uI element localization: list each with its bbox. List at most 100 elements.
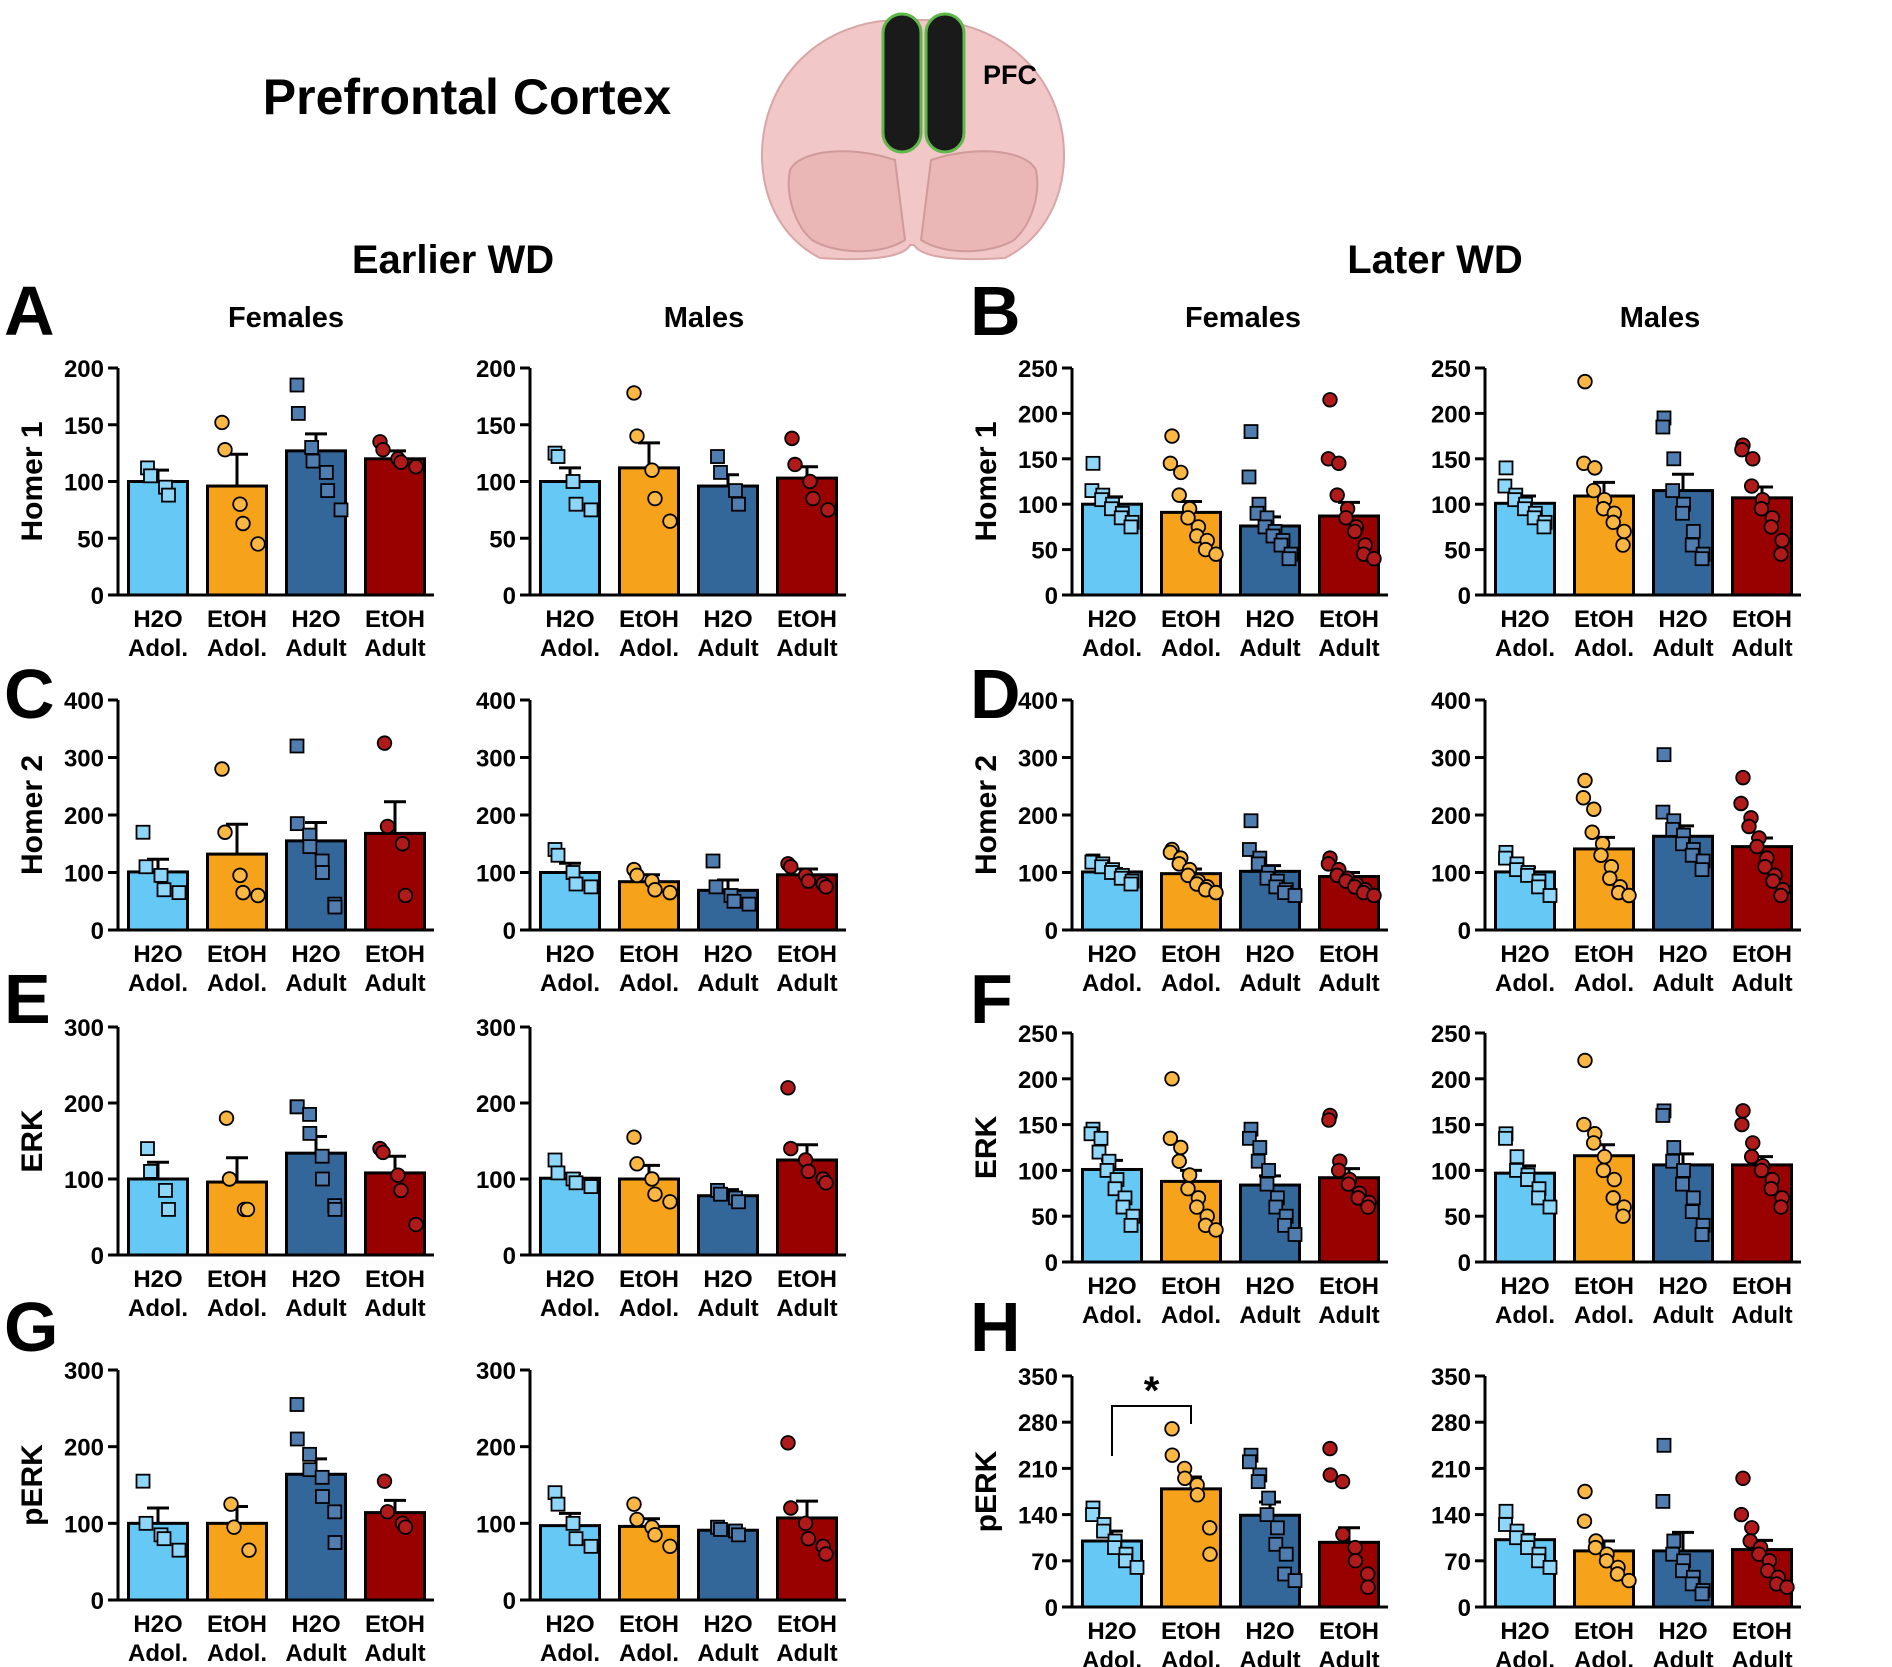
data-point-c-m-2-1: [708, 879, 724, 895]
data-point-d-f-3-10: [1366, 887, 1382, 904]
panel-letter-g: G: [4, 1288, 58, 1366]
data-point-g-f-3-3: [397, 1519, 414, 1535]
data-point-h-f-2-4: [1261, 1490, 1276, 1506]
x-tick-label-b-f-2: H2O: [1245, 606, 1294, 633]
x-tick-label-c-f-1: EtOH: [207, 941, 267, 968]
y-tick-label-h-m: 140: [1431, 1503, 1471, 1530]
x-tick-label-e-m-2: H2O: [703, 1266, 752, 1293]
data-point-a-m-0-2: [565, 474, 581, 489]
x-tick-label-f-f-2: H2O: [1245, 1273, 1294, 1300]
data-point-a-m-1-1: [629, 428, 645, 444]
data-point-c-f-1-4: [250, 887, 266, 904]
x-tick-label-b-m-2-line2: Adult: [1652, 635, 1713, 662]
x-tick-label-c-m-2-line2: Adult: [697, 970, 758, 997]
y-tick-label-d-f: 200: [1018, 803, 1058, 830]
x-tick-label-a-f-1-line2: Adol.: [207, 635, 267, 662]
data-point-f-m-1-7: [1605, 1190, 1621, 1206]
data-point-c-f-3-1: [379, 818, 396, 835]
data-point-g-f-2-5: [315, 1489, 330, 1504]
y-tick-label-b-f: 150: [1018, 447, 1058, 474]
x-tick-label-g-f-0: H2O: [133, 1611, 182, 1638]
x-tick-label-b-m-2: H2O: [1658, 606, 1707, 633]
data-point-e-m-1-3: [647, 1186, 663, 1202]
x-tick-label-h-m-1-line2: Adol.: [1574, 1647, 1634, 1667]
y-tick-label-f-f: 250: [1018, 1021, 1058, 1048]
x-tick-label-c-m-1: EtOH: [619, 941, 679, 968]
y-tick-label-c-m: 100: [476, 861, 516, 888]
y-tick-label-a-f: 50: [77, 526, 104, 553]
y-tick-label-d-m: 300: [1431, 746, 1471, 773]
data-point-d-m-3-1: [1733, 795, 1749, 812]
x-tick-label-a-m-2: H2O: [703, 606, 752, 633]
x-tick-label-b-m-3: EtOH: [1732, 606, 1792, 633]
data-point-h-m-2-9: [1694, 1586, 1710, 1602]
data-point-d-m-2-0: [1656, 747, 1672, 763]
data-point-h-f-3-3: [1335, 1526, 1351, 1543]
data-point-c-f-3-0: [376, 735, 393, 751]
y-tick-label-b-f: 200: [1018, 401, 1058, 428]
y-tick-label-b-f: 50: [1031, 538, 1058, 565]
x-tick-label-d-f-2: H2O: [1245, 941, 1294, 968]
bar-g-f-3: [364, 1511, 426, 1602]
x-tick-label-d-m-3: EtOH: [1732, 941, 1792, 968]
data-point-d-m-0-7: [1531, 879, 1546, 895]
data-point-f-f-1-1: [1162, 1130, 1179, 1147]
data-point-b-m-3-3: [1743, 478, 1760, 494]
x-tick-label-a-m-0: H2O: [545, 606, 594, 633]
data-point-h-m-3-2: [1744, 1520, 1760, 1536]
y-tick-label-g-f: 200: [64, 1435, 104, 1462]
data-point-d-m-3-5: [1749, 838, 1765, 855]
y-tick-label-d-f: 0: [1045, 918, 1058, 945]
data-point-d-m-1-3: [1584, 824, 1600, 840]
data-point-b-m-0-0: [1498, 460, 1514, 476]
x-tick-label-g-f-1: EtOH: [207, 1611, 267, 1638]
chart-g-f: 0100200300pERKH2OAdol.EtOHAdol.H2OAdultE…: [16, 1358, 434, 1667]
sex-header-females-earlier: Females: [228, 302, 344, 334]
y-tick-label-d-m: 0: [1458, 918, 1471, 945]
x-tick-label-g-m-2-line2: Adult: [697, 1640, 758, 1667]
data-point-h-f-1-5: [1189, 1487, 1206, 1503]
data-point-f-m-2-3: [1665, 1153, 1681, 1169]
chart-f-m: 050100150200250H2OAdol.EtOHAdol.H2OAdult…: [1431, 1021, 1801, 1329]
data-point-a-f-3-3: [393, 454, 409, 470]
bar-g-m-0: [539, 1524, 601, 1602]
x-tick-label-c-m-3: EtOH: [777, 941, 837, 968]
data-point-f-f-3-3: [1330, 1162, 1347, 1179]
data-point-f-f-3-1: [1321, 1112, 1337, 1128]
data-point-h-f-0-3: [1096, 1523, 1111, 1539]
data-point-a-m-0-4: [583, 502, 599, 518]
x-tick-label-h-m-2: H2O: [1658, 1618, 1707, 1645]
x-tick-label-e-f-1: EtOH: [207, 1266, 267, 1293]
data-point-a-f-3-1: [375, 442, 391, 458]
data-point-e-f-2-3: [302, 1126, 318, 1141]
bar-c-f-3: [364, 831, 426, 932]
data-point-f-m-3-9: [1773, 1199, 1789, 1215]
y-tick-label-e-m: 300: [476, 1015, 516, 1042]
x-tick-label-f-m-3: EtOH: [1732, 1273, 1792, 1300]
y-tick-label-b-f: 0: [1045, 583, 1058, 610]
x-tick-label-a-f-2: H2O: [291, 606, 340, 633]
y-tick-label-a-f: 100: [64, 470, 104, 497]
data-point-h-f-2-3: [1250, 1474, 1266, 1489]
x-tick-label-d-f-1-line2: Adol.: [1161, 970, 1221, 997]
data-point-a-m-2-3: [731, 496, 746, 512]
data-point-c-m-1-1: [629, 867, 645, 884]
y-tick-label-a-m: 200: [476, 356, 516, 383]
data-point-f-f-2-10: [1287, 1227, 1303, 1242]
x-tick-label-a-m-1: EtOH: [619, 606, 679, 633]
x-tick-label-b-m-1-line2: Adol.: [1574, 635, 1634, 662]
data-point-h-f-1-0: [1164, 1421, 1180, 1437]
data-point-g-f-2-1: [289, 1431, 305, 1447]
data-point-c-f-2-1: [289, 816, 305, 832]
data-point-c-f-1-2: [232, 867, 248, 884]
data-point-g-f-1-0: [223, 1496, 239, 1512]
y-tick-label-d-m: 400: [1431, 688, 1471, 715]
data-point-e-m-0-0: [547, 1152, 563, 1168]
data-point-g-m-0-2: [565, 1515, 581, 1531]
data-point-a-f-1-3: [235, 515, 251, 532]
x-tick-label-h-f-0: H2O: [1087, 1618, 1136, 1645]
data-point-g-f-0-4: [171, 1542, 187, 1558]
panel-letter-h: H: [970, 1288, 1021, 1366]
data-point-g-f-2-6: [327, 1504, 343, 1520]
data-point-f-m-3-0: [1735, 1103, 1751, 1119]
